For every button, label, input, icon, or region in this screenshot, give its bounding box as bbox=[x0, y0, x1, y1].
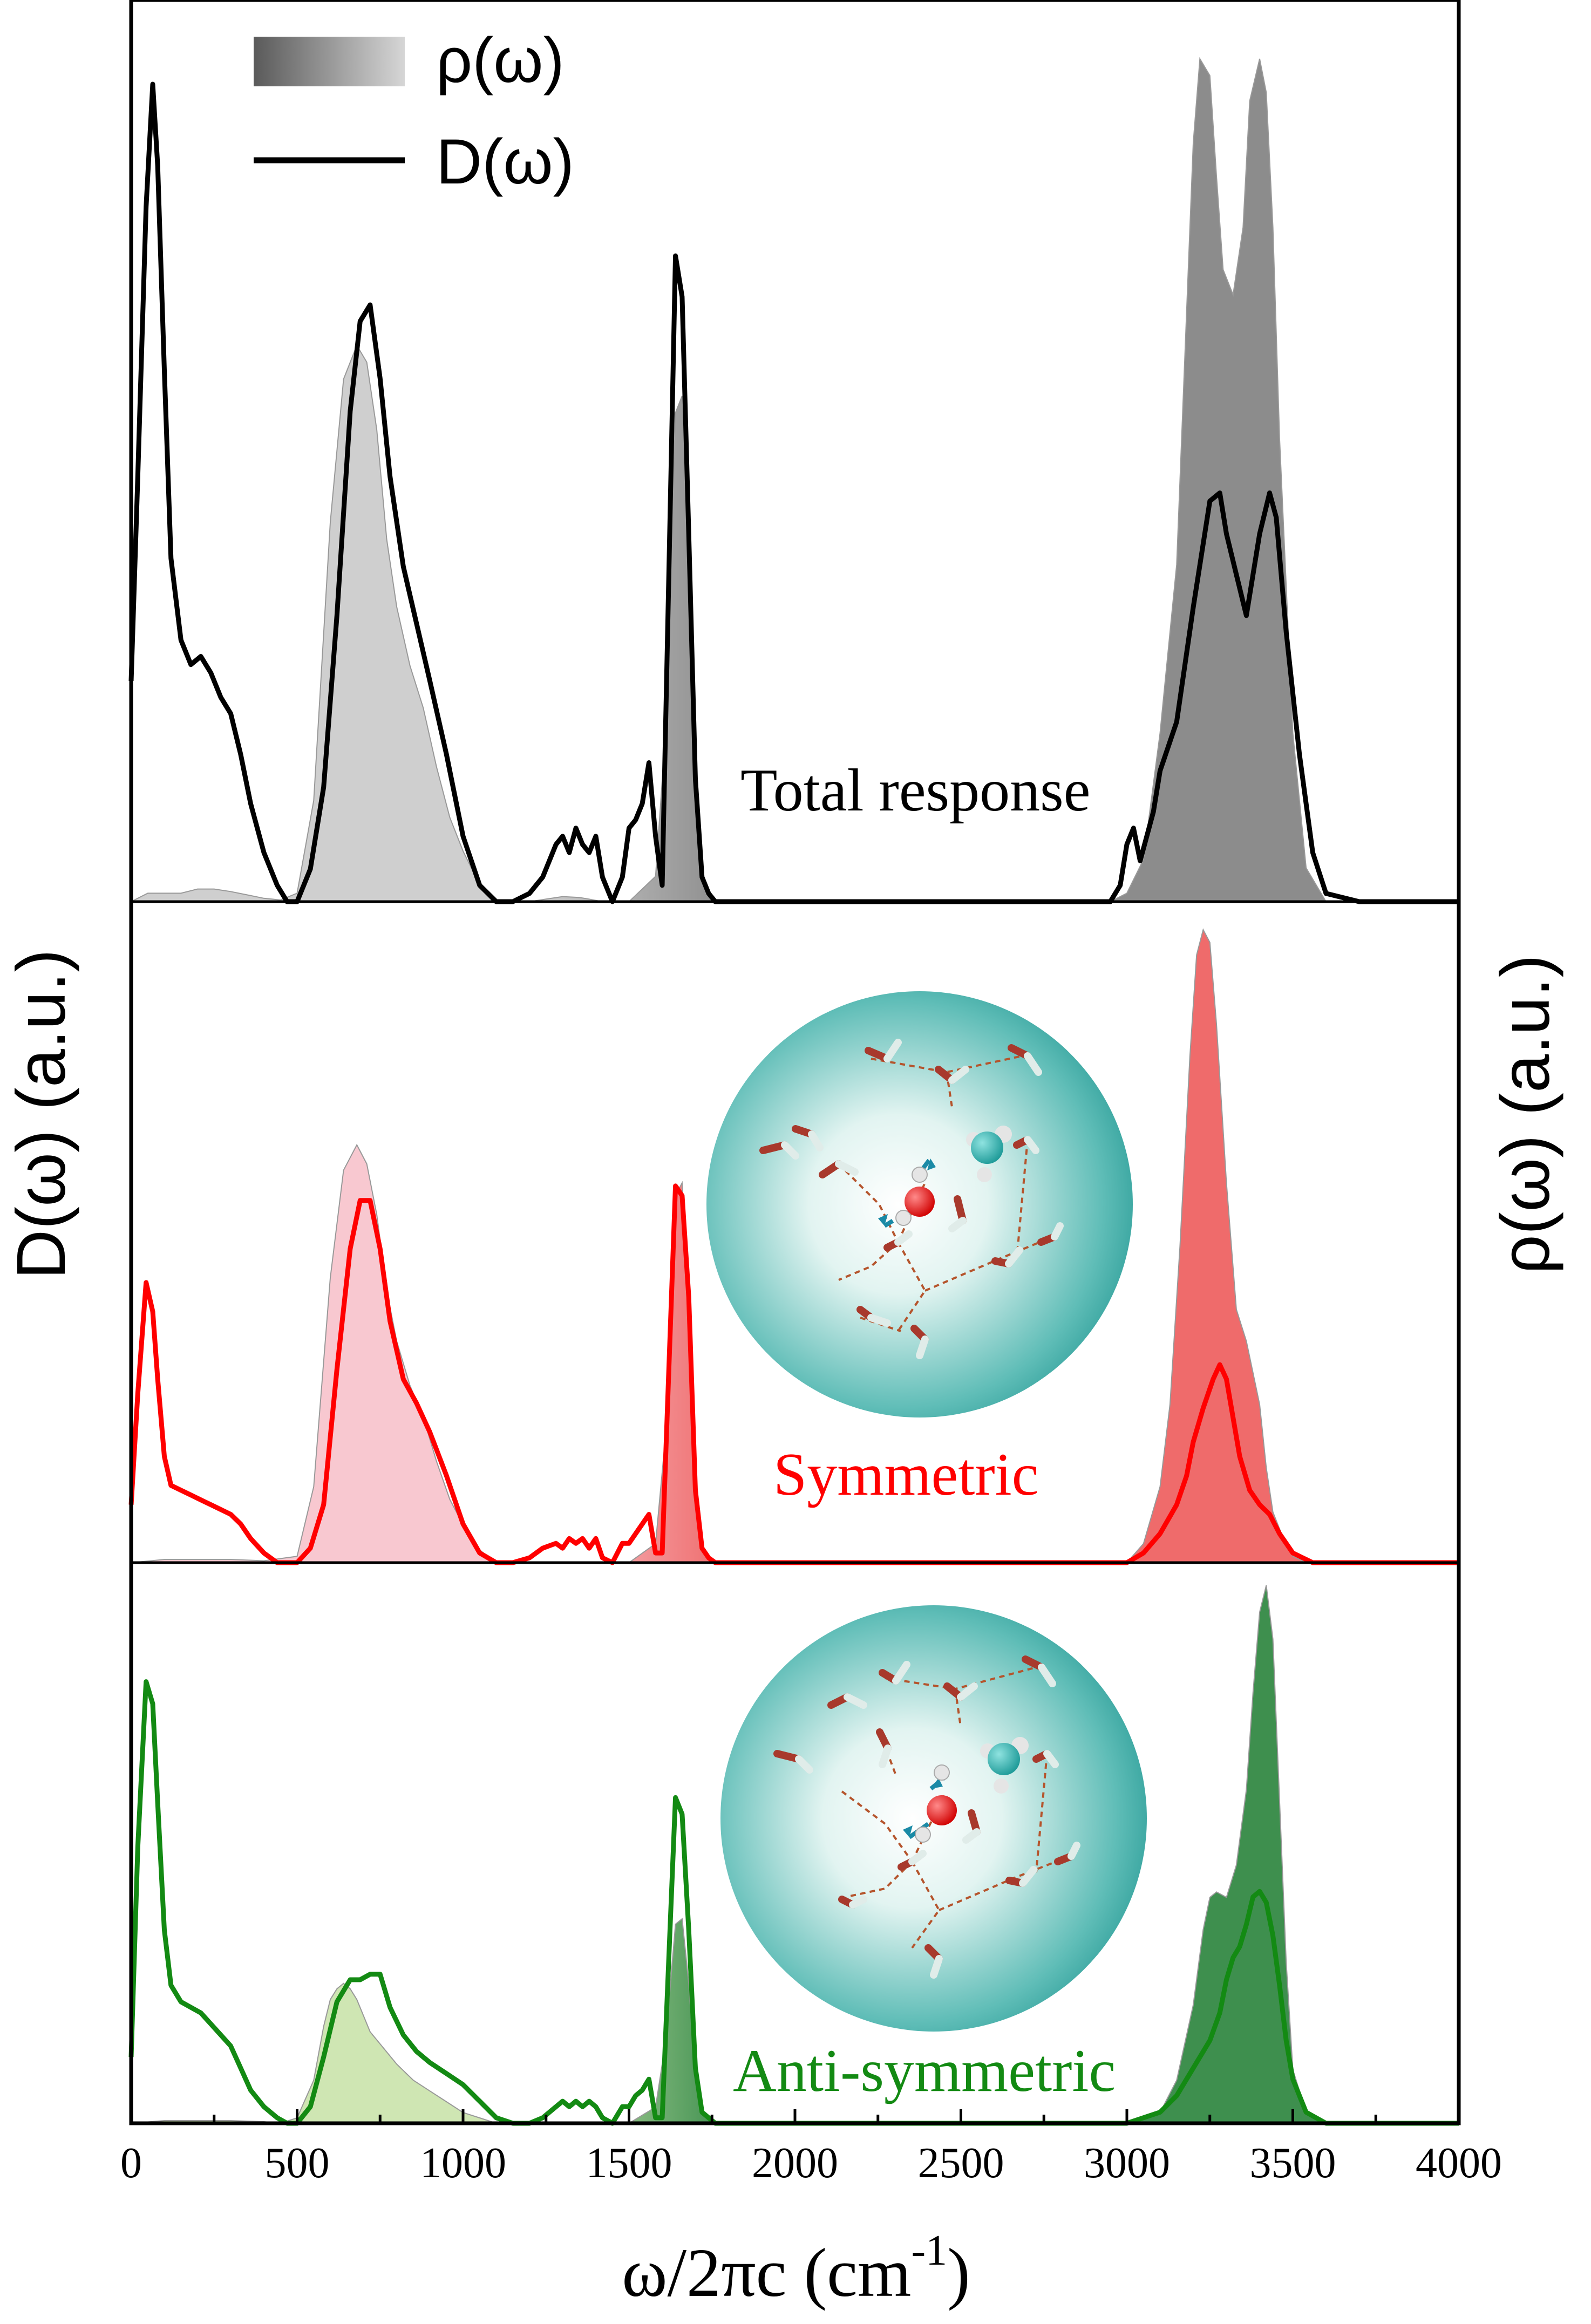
x-tick-label: 0 bbox=[120, 2139, 142, 2187]
legend-swatch-rho bbox=[254, 37, 405, 86]
x-tick-label: 3500 bbox=[1250, 2139, 1336, 2187]
panel-label-anti-symmetric: Anti-symmetric bbox=[733, 2037, 1116, 2104]
x-axis-ticks: 0 500 1000 1500 2000 2500 3000 3500 4000 bbox=[120, 2109, 1502, 2187]
x-tick-label: 1500 bbox=[586, 2139, 672, 2187]
x-tick-label: 2500 bbox=[918, 2139, 1004, 2187]
x-tick-label: 500 bbox=[265, 2139, 330, 2187]
legend: ρ(ω) D(ω) bbox=[254, 25, 574, 197]
x-axis-label-close: ) bbox=[947, 2234, 970, 2311]
d-line-symmetric bbox=[128, 1183, 1459, 1565]
rho-area-total-response bbox=[131, 57, 1459, 902]
rho-area-anti-symmetric bbox=[131, 1585, 1459, 2124]
panel-total-response bbox=[128, 57, 1459, 904]
x-axis-label: ω/2πc (cm-1) bbox=[622, 2227, 970, 2311]
x-tick-label: 4000 bbox=[1416, 2139, 1502, 2187]
d-line-total-response bbox=[128, 81, 1459, 904]
y-axis-label-left: D(ω) (a.u.) bbox=[3, 949, 80, 1279]
panel-anti-symmetric bbox=[128, 1585, 1459, 2126]
x-axis-label-main: ω/2πc (cm bbox=[622, 2234, 911, 2311]
legend-label-rho: ρ(ω) bbox=[436, 25, 565, 96]
d-line-anti-symmetric bbox=[128, 1679, 1459, 2126]
panel-symmetric bbox=[128, 928, 1459, 1565]
panel-label-symmetric: Symmetric bbox=[773, 1441, 1038, 1508]
x-axis-label-superscript: -1 bbox=[911, 2227, 947, 2274]
x-tick-label: 2000 bbox=[752, 2139, 838, 2187]
panel-label-total-response: Total response bbox=[740, 757, 1090, 824]
legend-label-d: D(ω) bbox=[436, 126, 574, 197]
molecule-illustration-symmetric bbox=[706, 991, 1133, 1417]
molecule-illustration-anti-symmetric bbox=[720, 1605, 1147, 2032]
y-axis-label-right: ρ(ω) (a.u.) bbox=[1487, 955, 1564, 1274]
x-tick-label: 3000 bbox=[1084, 2139, 1170, 2187]
x-tick-label: 1000 bbox=[420, 2139, 506, 2187]
